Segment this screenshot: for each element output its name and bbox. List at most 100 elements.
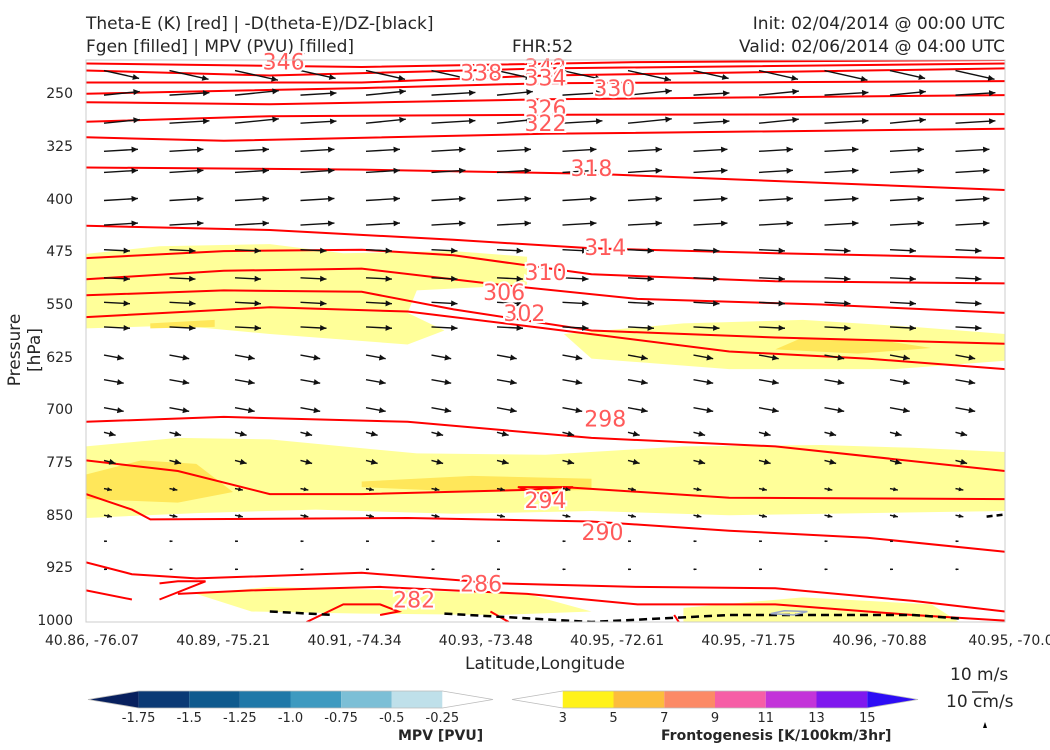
fgen-colorbar-label: Frontogenesis [K/100km/3hr] xyxy=(661,728,892,744)
y-tick-label: 400 xyxy=(46,191,73,208)
colorbar-tick: 13 xyxy=(808,711,825,726)
quiver-key-vertical-arrow xyxy=(983,722,987,728)
x-tick-label: 40.95, -71.75 xyxy=(701,633,796,649)
wind-arrow xyxy=(824,354,845,361)
theta-e-label: 298 xyxy=(584,407,626,432)
wind-arrow xyxy=(693,540,697,543)
wind-arrow xyxy=(234,300,262,307)
wind-arrow xyxy=(234,88,279,96)
wind-arrow xyxy=(824,69,868,82)
wind-arrow xyxy=(496,146,531,153)
wind-arrow xyxy=(300,540,304,543)
wind-arrow xyxy=(1021,325,1047,331)
theta-e-line xyxy=(159,580,206,601)
wind-arrow xyxy=(955,324,982,331)
wind-arrow xyxy=(627,354,648,361)
wind-arrow xyxy=(693,118,730,125)
wind-arrow xyxy=(431,220,466,227)
wind-arrow xyxy=(955,247,982,254)
wind-arrow xyxy=(889,167,924,174)
colorbar-tick: -0.5 xyxy=(379,711,405,726)
wind-arrow xyxy=(365,407,386,414)
wind-arrow xyxy=(365,275,393,282)
wind-arrow xyxy=(955,513,964,519)
wind-arrow xyxy=(103,407,124,414)
theta-e-label: 322 xyxy=(525,112,567,137)
wind-arrow xyxy=(431,378,452,386)
wind-arrow xyxy=(234,116,279,124)
wind-arrow xyxy=(758,513,767,519)
wind-arrow xyxy=(103,69,140,80)
wind-arrow xyxy=(365,88,406,96)
wind-arrow xyxy=(496,378,517,386)
wind-arrow xyxy=(365,378,386,386)
wind-arrow xyxy=(758,116,799,124)
wind-arrow xyxy=(627,324,655,331)
wind-arrow xyxy=(300,195,335,202)
wind-arrow xyxy=(693,407,714,414)
wind-arrow xyxy=(1021,514,1029,518)
wind-arrow xyxy=(103,167,138,174)
wind-arrow xyxy=(824,275,851,282)
wind-arrow xyxy=(1021,355,1041,361)
colorbar-tick: 15 xyxy=(858,711,876,726)
wind-arrow xyxy=(562,300,589,307)
y-tick-label: 250 xyxy=(46,86,73,103)
mpv-colorbar-segment xyxy=(88,691,139,708)
fgen-core-upper xyxy=(150,319,215,329)
y-tick-label: 475 xyxy=(46,244,73,261)
wind-arrow xyxy=(1021,71,1050,82)
wind-arrow xyxy=(365,220,400,227)
wind-arrow xyxy=(889,69,926,80)
wind-arrow xyxy=(693,458,706,465)
wind-arrow xyxy=(365,430,378,437)
wind-arrow xyxy=(169,430,182,437)
wind-arrow xyxy=(758,146,793,153)
wind-arrow xyxy=(365,513,374,519)
theta-e-label: 310 xyxy=(525,261,567,286)
wind-arrow xyxy=(103,300,131,307)
wind-arrow xyxy=(627,195,662,202)
wind-arrow xyxy=(365,324,393,331)
wind-arrow xyxy=(496,300,524,307)
colorbars xyxy=(87,690,988,728)
wind-arrow xyxy=(758,430,771,437)
wind-arrow xyxy=(562,513,571,519)
wind-arrow xyxy=(627,167,662,174)
wind-arrow xyxy=(1021,168,1050,174)
wind-arrow xyxy=(627,407,648,414)
wind-arrow xyxy=(169,407,190,414)
wind-arrow xyxy=(496,275,524,282)
wind-arrow xyxy=(103,220,138,227)
wind-arrow xyxy=(300,430,313,437)
wind-arrow xyxy=(169,195,204,202)
wind-arrow xyxy=(824,300,851,307)
wind-arrow xyxy=(496,220,531,227)
colorbar-tick: -1.75 xyxy=(121,711,156,726)
wind-arrow xyxy=(693,354,714,361)
wind-arrow xyxy=(758,324,786,331)
mpv-colorbar-segment xyxy=(341,691,392,708)
wind-arrow xyxy=(234,378,255,386)
wind-arrow xyxy=(824,540,828,543)
theta-e-label: 314 xyxy=(584,236,626,261)
wind-arrow xyxy=(169,378,190,386)
wind-arrow xyxy=(758,275,786,282)
wind-arrow xyxy=(300,568,304,571)
theta-e-line xyxy=(86,80,1005,95)
wind-arrow xyxy=(431,89,476,96)
forecast-hour: FHR:52 xyxy=(512,37,574,57)
wind-arrow xyxy=(300,378,321,386)
wind-arrow xyxy=(365,354,386,361)
wind-arrow xyxy=(431,430,444,437)
lapse-dashed-line xyxy=(269,610,335,617)
theta-e-line xyxy=(177,585,1005,622)
wind-arrow xyxy=(365,195,400,202)
theta-e-line xyxy=(86,589,133,601)
wind-arrow xyxy=(234,247,262,254)
wind-arrow xyxy=(824,247,851,254)
quiver-key-vertical: 10 cm/s xyxy=(946,692,1014,712)
wind-arrow xyxy=(562,247,589,254)
wind-arrow xyxy=(890,568,893,571)
wind-arrow xyxy=(627,430,640,437)
